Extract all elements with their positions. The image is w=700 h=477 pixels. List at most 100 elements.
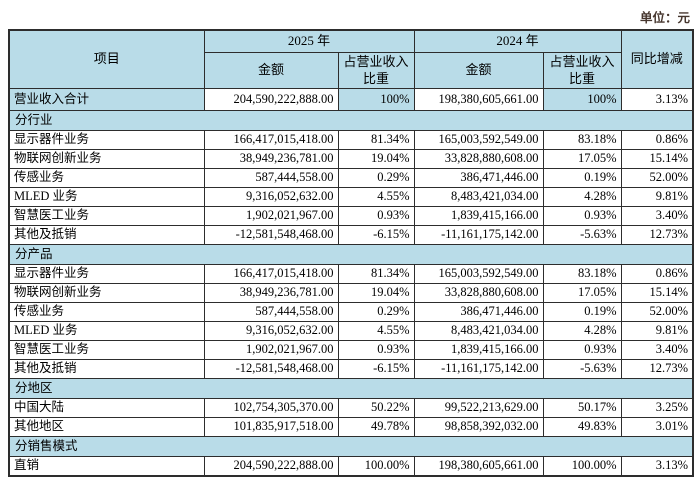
cell-yoy: 3.01% — [620, 417, 694, 437]
unit-label: 单位：元 — [639, 11, 690, 25]
col-header-amount-2024: 金额 — [413, 52, 544, 89]
cell-amount-2024: 386,471,446.00 — [413, 302, 544, 322]
cell-pct-2025: 49.78% — [337, 417, 415, 437]
cell-yoy: 15.14% — [620, 283, 694, 303]
cell-amount-2025: 587,444,558.00 — [203, 168, 339, 188]
total-revenue-row: 营业收入合计 204,590,222,888.00 100% 198,380,605,… — [8, 88, 694, 111]
table-row: 其他地区 101,835,917,518.00 49.78% 98,858,392,0… — [8, 417, 694, 437]
section-header-row: 分销售模式 — [8, 436, 694, 457]
cell-item-label: 显示器件业务 — [8, 264, 205, 284]
cell-item-label: 物联网创新业务 — [8, 283, 205, 303]
cell-pct-2025: 19.04% — [337, 149, 415, 169]
section-title: 分产品 — [8, 244, 694, 265]
cell-pct-2025: 0.93% — [337, 340, 415, 360]
cell-amount-2024: 1,839,415,166.00 — [413, 206, 544, 226]
cell-amount-2025: 9,316,052,632.00 — [203, 321, 339, 341]
table-row: 传感业务 587,444,558.00 0.29% 386,471,446.00 0.1… — [8, 302, 694, 322]
table-row: 物联网创新业务 38,949,236,781.00 19.04% 33,828,880… — [8, 283, 694, 303]
cell-yoy: 3.25% — [620, 398, 694, 418]
cell-pct-2025: -6.15% — [337, 359, 415, 379]
cell-yoy: 12.73% — [620, 225, 694, 245]
table-row: 直销 204,590,222,888.00 100.00% 198,380,605,6… — [8, 456, 694, 477]
cell-amount-2024: 165,003,592,549.00 — [413, 264, 544, 284]
cell-amount-2025: 204,590,222,888.00 — [203, 456, 339, 477]
cell-amount-2024: -11,161,175,142.00 — [413, 225, 544, 245]
cell-pct-2024: 17.05% — [542, 149, 622, 169]
cell-item-label: 智慧医工业务 — [8, 206, 205, 226]
cell-pct-2025: 81.34% — [337, 130, 415, 150]
section-header-row: 分地区 — [8, 378, 694, 399]
cell-item-label: MLED 业务 — [8, 321, 205, 341]
cell-yoy: 15.14% — [620, 149, 694, 169]
cell-amount-2025: 204,590,222,888.00 — [203, 88, 339, 111]
cell-item-label: 其他及抵销 — [8, 225, 205, 245]
section-title: 分行业 — [8, 110, 694, 131]
cell-amount-2025: 101,835,917,518.00 — [203, 417, 339, 437]
table-body: 营业收入合计 204,590,222,888.00 100% 198,380,605,… — [8, 88, 694, 477]
cell-pct-2024: 4.28% — [542, 187, 622, 207]
table-row: 其他及抵销 -12,581,548,468.00 -6.15% -11,161,175… — [8, 359, 694, 379]
cell-pct-2025: 4.55% — [337, 321, 415, 341]
table-row: 中国大陆 102,754,305,370.00 50.22% 99,522,213,6… — [8, 398, 694, 418]
cell-pct-2024: 0.19% — [542, 168, 622, 188]
table-header: 项目 2025 年 2024 年 同比增减 金额 占营业收入比重 金额 占营业收… — [8, 29, 694, 89]
table-row: 智慧医工业务 1,902,021,967.00 0.93% 1,839,415,166… — [8, 206, 694, 226]
cell-pct-2024: -5.63% — [542, 359, 622, 379]
cell-pct-2024: 50.17% — [542, 398, 622, 418]
cell-yoy: 9.81% — [620, 187, 694, 207]
col-header-pct-2025: 占营业收入比重 — [337, 52, 415, 89]
cell-item-label: 其他地区 — [8, 417, 205, 437]
cell-amount-2025: 1,902,021,967.00 — [203, 206, 339, 226]
cell-item-label: MLED 业务 — [8, 187, 205, 207]
section-title: 分地区 — [8, 378, 694, 399]
col-header-yoy: 同比增减 — [620, 29, 694, 89]
cell-yoy: 52.00% — [620, 168, 694, 188]
cell-item-label: 智慧医工业务 — [8, 340, 205, 360]
col-header-year-2025: 2025 年 — [203, 29, 415, 53]
cell-yoy: 12.73% — [620, 359, 694, 379]
cell-pct-2025: 100.00% — [337, 456, 415, 477]
table-row: MLED 业务 9,316,052,632.00 4.55% 8,483,421,03… — [8, 187, 694, 207]
cell-pct-2024: 4.28% — [542, 321, 622, 341]
cell-pct-2025: 0.29% — [337, 302, 415, 322]
section-title: 分销售模式 — [8, 436, 694, 457]
cell-yoy: 9.81% — [620, 321, 694, 341]
section-header-row: 分行业 — [8, 110, 694, 131]
cell-yoy: 0.86% — [620, 130, 694, 150]
cell-amount-2025: 102,754,305,370.00 — [203, 398, 339, 418]
cell-pct-2024: 17.05% — [542, 283, 622, 303]
cell-amount-2024: 386,471,446.00 — [413, 168, 544, 188]
cell-amount-2025: 38,949,236,781.00 — [203, 283, 339, 303]
cell-yoy: 3.13% — [620, 88, 694, 111]
table-row: 显示器件业务 166,417,015,418.00 81.34% 165,003,59… — [8, 264, 694, 284]
cell-pct-2024: 49.83% — [542, 417, 622, 437]
cell-item-label: 中国大陆 — [8, 398, 205, 418]
cell-amount-2025: -12,581,548,468.00 — [203, 359, 339, 379]
cell-yoy: 3.40% — [620, 206, 694, 226]
cell-amount-2024: 1,839,415,166.00 — [413, 340, 544, 360]
revenue-breakdown-table: 项目 2025 年 2024 年 同比增减 金额 占营业收入比重 金额 占营业收… — [8, 29, 695, 477]
cell-amount-2024: -11,161,175,142.00 — [413, 359, 544, 379]
cell-yoy: 0.86% — [620, 264, 694, 284]
table-row: MLED 业务 9,316,052,632.00 4.55% 8,483,421,03… — [8, 321, 694, 341]
table-row: 智慧医工业务 1,902,021,967.00 0.93% 1,839,415,166… — [8, 340, 694, 360]
cell-item-label: 营业收入合计 — [8, 88, 205, 111]
cell-item-label: 直销 — [8, 456, 205, 477]
cell-pct-2024: 0.19% — [542, 302, 622, 322]
cell-amount-2024: 165,003,592,549.00 — [413, 130, 544, 150]
cell-amount-2024: 8,483,421,034.00 — [413, 321, 544, 341]
section-header-row: 分产品 — [8, 244, 694, 265]
cell-yoy: 52.00% — [620, 302, 694, 322]
cell-item-label: 物联网创新业务 — [8, 149, 205, 169]
col-header-amount-2025: 金额 — [203, 52, 339, 89]
cell-pct-2025: 81.34% — [337, 264, 415, 284]
cell-amount-2024: 99,522,213,629.00 — [413, 398, 544, 418]
cell-amount-2024: 98,858,392,032.00 — [413, 417, 544, 437]
cell-pct-2025: -6.15% — [337, 225, 415, 245]
cell-amount-2025: 1,902,021,967.00 — [203, 340, 339, 360]
cell-pct-2024: 0.93% — [542, 206, 622, 226]
cell-amount-2025: 166,417,015,418.00 — [203, 264, 339, 284]
cell-pct-2025: 0.29% — [337, 168, 415, 188]
col-header-item: 项目 — [8, 29, 205, 89]
